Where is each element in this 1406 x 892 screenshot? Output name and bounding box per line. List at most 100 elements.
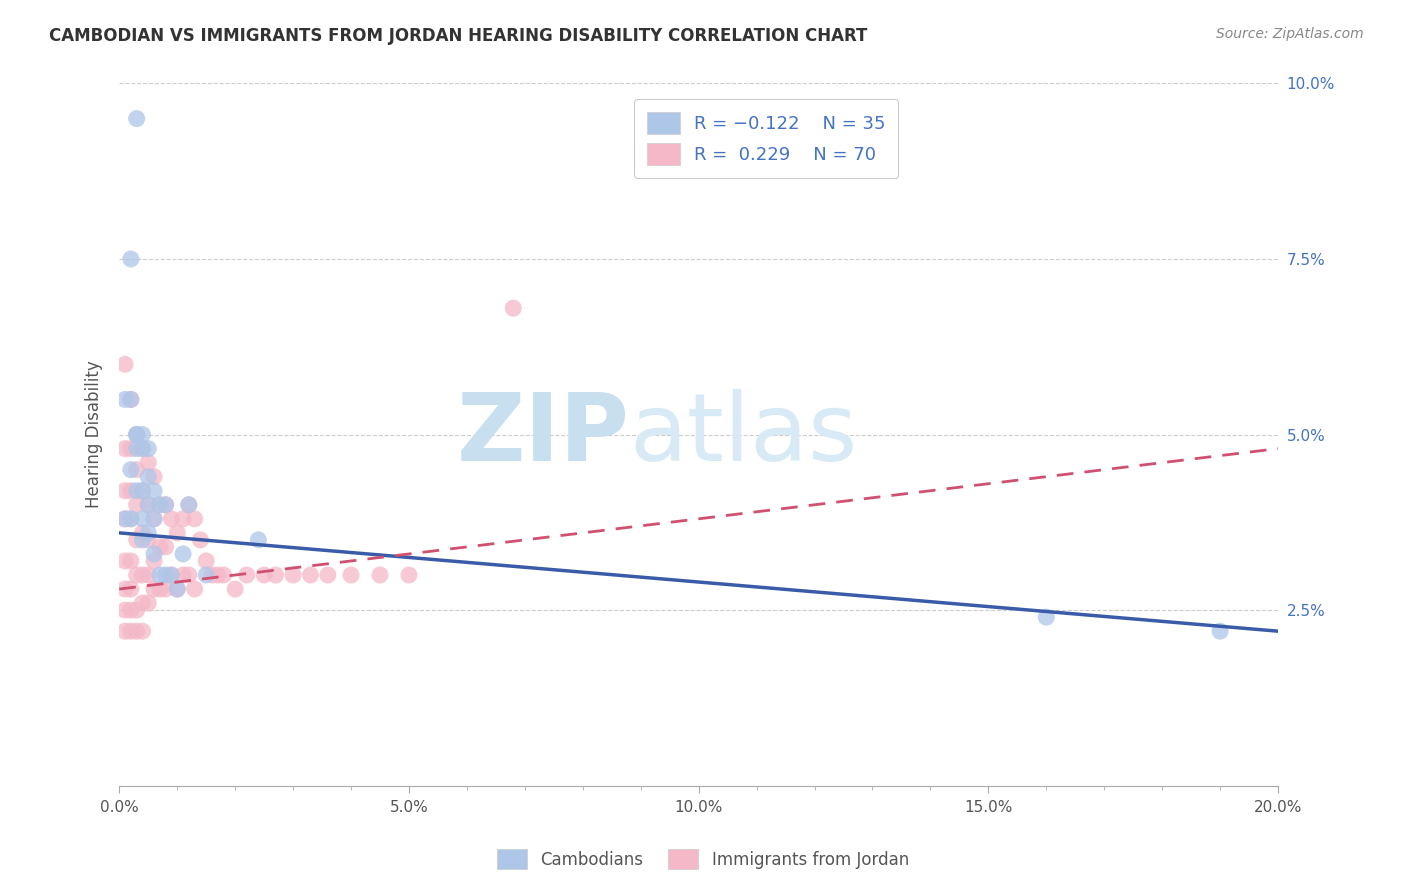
Point xyxy=(131,568,153,582)
Point xyxy=(114,603,136,617)
Point xyxy=(120,252,142,266)
Text: Source: ZipAtlas.com: Source: ZipAtlas.com xyxy=(1216,27,1364,41)
Point xyxy=(125,533,148,547)
Point xyxy=(131,442,153,456)
Point xyxy=(149,568,172,582)
Text: atlas: atlas xyxy=(628,389,858,481)
Point xyxy=(502,301,524,315)
Point xyxy=(136,469,159,483)
Point xyxy=(125,463,148,477)
Point xyxy=(114,582,136,596)
Point xyxy=(114,442,136,456)
Point xyxy=(120,624,142,639)
Point xyxy=(172,512,194,526)
Point xyxy=(201,568,224,582)
Point xyxy=(195,568,218,582)
Point xyxy=(143,582,166,596)
Point xyxy=(136,498,159,512)
Point xyxy=(247,533,270,547)
Point xyxy=(160,568,183,582)
Point xyxy=(120,512,142,526)
Point xyxy=(143,512,166,526)
Point xyxy=(120,392,142,407)
Point xyxy=(120,442,142,456)
Point xyxy=(264,568,287,582)
Point xyxy=(114,483,136,498)
Point xyxy=(160,568,183,582)
Point xyxy=(160,512,183,526)
Point xyxy=(125,483,148,498)
Point xyxy=(131,596,153,610)
Point xyxy=(143,469,166,483)
Point xyxy=(131,624,153,639)
Point xyxy=(136,525,159,540)
Point xyxy=(125,112,148,126)
Text: ZIP: ZIP xyxy=(457,389,628,481)
Point xyxy=(136,498,159,512)
Point xyxy=(149,498,172,512)
Text: CAMBODIAN VS IMMIGRANTS FROM JORDAN HEARING DISABILITY CORRELATION CHART: CAMBODIAN VS IMMIGRANTS FROM JORDAN HEAR… xyxy=(49,27,868,45)
Point xyxy=(114,554,136,568)
Point xyxy=(125,568,148,582)
Point xyxy=(136,568,159,582)
Point xyxy=(340,568,363,582)
Point xyxy=(136,456,159,470)
Point xyxy=(253,568,276,582)
Point xyxy=(177,498,200,512)
Point xyxy=(183,582,205,596)
Point xyxy=(131,533,153,547)
Point xyxy=(155,498,177,512)
Point xyxy=(120,603,142,617)
Point xyxy=(136,442,159,456)
Point xyxy=(177,568,200,582)
Point xyxy=(143,512,166,526)
Legend: R = −0.122    N = 35, R =  0.229    N = 70: R = −0.122 N = 35, R = 0.229 N = 70 xyxy=(634,100,898,178)
Point xyxy=(155,582,177,596)
Point xyxy=(125,427,148,442)
Point xyxy=(316,568,339,582)
Point xyxy=(166,525,188,540)
Point xyxy=(120,463,142,477)
Point xyxy=(166,582,188,596)
Point xyxy=(114,624,136,639)
Point xyxy=(1209,624,1232,639)
Point xyxy=(212,568,235,582)
Point xyxy=(398,568,420,582)
Point xyxy=(120,582,142,596)
Point xyxy=(120,483,142,498)
Point xyxy=(125,498,148,512)
Point xyxy=(1035,610,1057,624)
Point xyxy=(235,568,257,582)
Legend: Cambodians, Immigrants from Jordan: Cambodians, Immigrants from Jordan xyxy=(486,838,920,880)
Point xyxy=(120,554,142,568)
Point xyxy=(114,392,136,407)
Point xyxy=(131,512,153,526)
Point xyxy=(155,498,177,512)
Point xyxy=(149,582,172,596)
Point xyxy=(131,483,153,498)
Point xyxy=(172,568,194,582)
Point xyxy=(131,427,153,442)
Point xyxy=(125,427,148,442)
Point xyxy=(131,442,153,456)
Point xyxy=(125,624,148,639)
Y-axis label: Hearing Disability: Hearing Disability xyxy=(86,360,103,508)
Point xyxy=(149,540,172,554)
Point xyxy=(207,568,229,582)
Point xyxy=(143,547,166,561)
Point xyxy=(136,596,159,610)
Point xyxy=(195,554,218,568)
Point xyxy=(143,483,166,498)
Point xyxy=(125,442,148,456)
Point xyxy=(114,357,136,371)
Point xyxy=(125,603,148,617)
Point xyxy=(120,512,142,526)
Point xyxy=(172,547,194,561)
Point xyxy=(143,554,166,568)
Point xyxy=(281,568,304,582)
Point xyxy=(125,427,148,442)
Point xyxy=(131,525,153,540)
Point xyxy=(368,568,391,582)
Point xyxy=(224,582,246,596)
Point xyxy=(166,582,188,596)
